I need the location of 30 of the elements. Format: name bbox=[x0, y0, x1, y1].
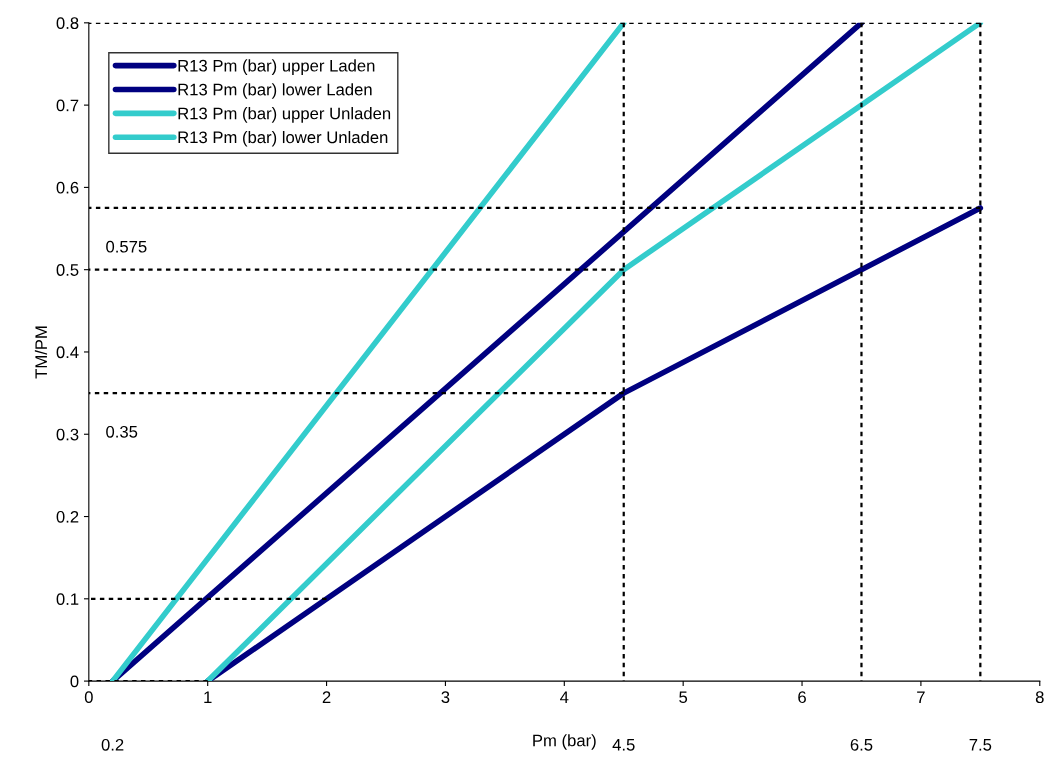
y-tick-label: 0 bbox=[70, 675, 79, 688]
x-tick-label: 4 bbox=[560, 691, 569, 703]
y-tick-label: 0.6 bbox=[56, 181, 79, 194]
annotation: 0.35 bbox=[106, 425, 138, 438]
y-tick-label: 0.1 bbox=[56, 593, 79, 606]
text: 4.5 bbox=[612, 739, 635, 751]
y-tick-label: 0.8 bbox=[56, 17, 79, 30]
legend-label: R13 Pm (bar) lower Laden bbox=[178, 83, 372, 99]
x-tick-label: 0 bbox=[84, 691, 93, 704]
x-tick-label: 7 bbox=[917, 691, 925, 703]
y-tick-label: 0.5 bbox=[56, 264, 79, 276]
y-axis-title: TM/PM bbox=[34, 326, 48, 379]
y-tick-label: 0.3 bbox=[56, 428, 79, 441]
legend-label: R13 Pm (bar) upper Laden bbox=[178, 59, 375, 75]
x-tick-label: 2 bbox=[322, 691, 331, 703]
x-tick-label: 8 bbox=[1035, 691, 1044, 704]
legend-label: R13 Pm (bar) upper Unladen bbox=[178, 107, 391, 123]
legend-label: R13 Pm (bar) lower Unladen bbox=[178, 130, 388, 147]
text: 0.2 bbox=[101, 738, 124, 751]
y-tick-label: 0.4 bbox=[56, 346, 79, 359]
x-tick-label: 6 bbox=[798, 691, 806, 704]
x-tick-label: 3 bbox=[441, 691, 450, 704]
x-tick-label: 1 bbox=[204, 691, 212, 703]
y-tick-label: 0.7 bbox=[56, 99, 79, 112]
x-axis-title: Pm (bar) bbox=[533, 734, 596, 750]
annotation: 0.575 bbox=[106, 240, 147, 253]
text: 6.5 bbox=[850, 738, 873, 751]
y-tick-label: 0.2 bbox=[56, 510, 79, 523]
text: 7.5 bbox=[969, 739, 992, 751]
x-tick-label: 5 bbox=[679, 691, 688, 704]
